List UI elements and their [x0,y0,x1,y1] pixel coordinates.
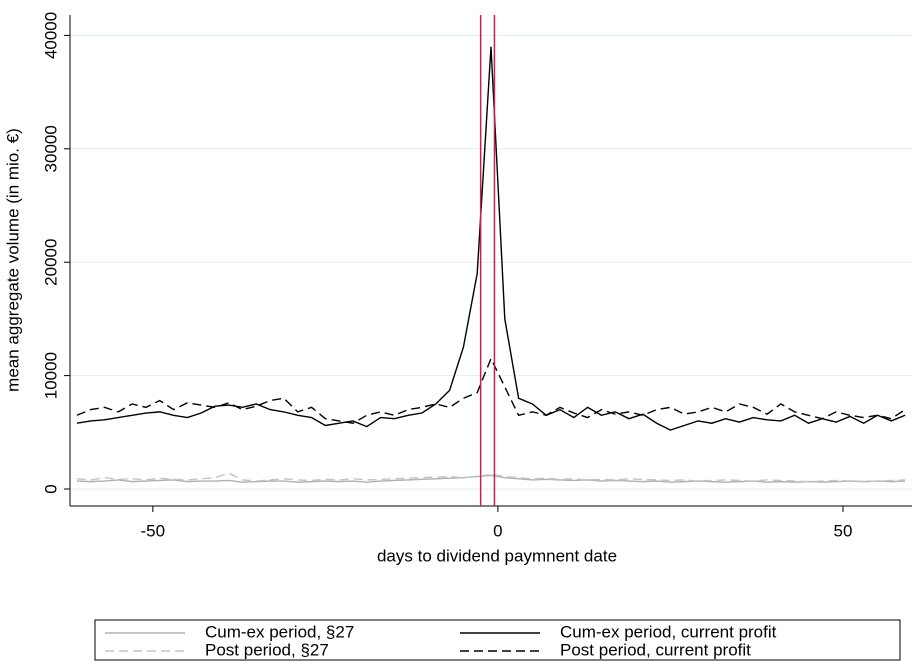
plot-area [70,15,912,506]
series-line [76,46,906,431]
legend-label: Cum-ex period, §27 [205,622,354,641]
x-tick-label: -50 [141,521,166,540]
x-tick-label: 50 [834,521,853,540]
series-line [76,472,906,483]
series-line [76,356,906,424]
x-axis-label: days to dividend paymnent date [377,546,617,565]
legend-box [94,619,901,661]
legend-label: Post period, current profit [560,640,751,659]
y-axis-label: mean aggregate volume (in mio. €) [3,128,22,392]
x-tick-label: 0 [493,521,502,540]
series-line [76,474,906,483]
y-tick-label: 20000 [41,239,60,286]
legend-label: Cum-ex period, current profit [560,622,777,641]
y-tick-label: 10000 [41,352,60,399]
legend-label: Post period, §27 [205,640,329,659]
y-tick-label: 30000 [41,125,60,172]
y-tick-label: 40000 [41,12,60,59]
y-tick-label: 0 [41,484,60,493]
